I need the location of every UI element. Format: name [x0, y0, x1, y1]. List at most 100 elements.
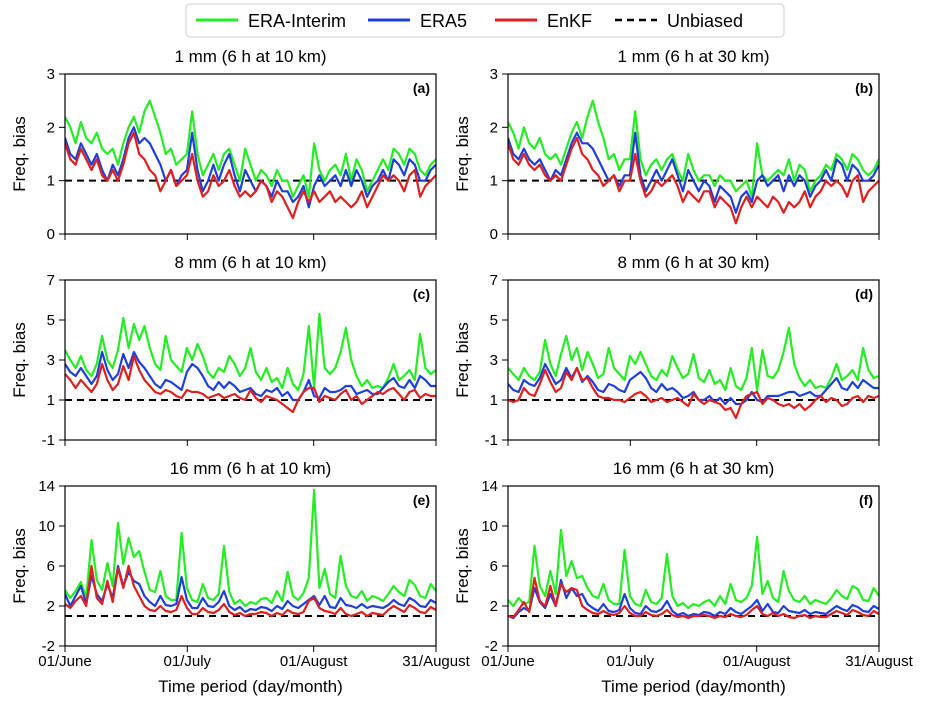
y-tick-label: -2 — [42, 638, 55, 655]
y-axis-label: Freq. bias — [453, 322, 472, 398]
series-line-era5 — [508, 131, 879, 214]
series-group — [65, 312, 436, 414]
y-tick-label: 2 — [490, 119, 498, 136]
series-group — [65, 99, 436, 220]
panel-title: 16 mm (6 h at 10 km) — [170, 459, 332, 478]
y-tick-label: 6 — [47, 558, 55, 575]
panel-title: 1 mm (6 h at 10 km) — [174, 47, 326, 66]
y-tick-label: 6 — [490, 558, 498, 575]
y-axis-label: Freq. bias — [453, 528, 472, 604]
legend-label-enkf: EnKF — [547, 11, 592, 31]
series-line-era5 — [65, 564, 436, 614]
legend-label-era5: ERA5 — [420, 11, 467, 31]
y-tick-label: 2 — [47, 119, 55, 136]
series-line-era-interim — [508, 528, 879, 610]
y-tick-label: 2 — [47, 598, 55, 615]
x-tick-label: 01/July — [164, 653, 212, 670]
series-line-era-interim — [508, 326, 879, 392]
series-line-enkf — [65, 354, 436, 414]
panel-letter: (d) — [855, 286, 873, 302]
panel-letter: (e) — [413, 492, 430, 508]
y-tick-label: 5 — [47, 312, 55, 329]
x-axis-label: Time period (day/month) — [601, 677, 786, 696]
panel-f: 16 mm (6 h at 30 km) Freq. bias -2 2 6 10 14 01… — [453, 459, 914, 696]
series-line-enkf — [65, 564, 436, 618]
y-tick-label: 1 — [47, 392, 55, 409]
y-tick-label: 14 — [38, 478, 55, 495]
y-tick-label: 1 — [490, 173, 498, 190]
plot-frame — [64, 485, 437, 647]
y-tick-label: 10 — [481, 518, 498, 535]
x-tick-label: 01/June — [481, 653, 534, 670]
panel-letter: (c) — [413, 286, 430, 302]
series-line-era-interim — [65, 99, 436, 198]
x-tick-label: 01/June — [38, 653, 91, 670]
y-axis-label: Freq. bias — [10, 116, 29, 192]
series-line-enkf — [508, 576, 879, 620]
x-tick-label: 01/July — [607, 653, 655, 670]
y-tick-label: 1 — [490, 392, 498, 409]
series-line-era-interim — [65, 488, 436, 608]
x-axis-label: Time period (day/month) — [158, 677, 343, 696]
panel-letter: (a) — [413, 80, 430, 96]
x-tick-label: 31/August — [845, 653, 913, 670]
plot-frame — [507, 73, 880, 235]
legend-label-unbiased: Unbiased — [667, 11, 743, 31]
series-line-era5 — [65, 126, 436, 209]
plot-frame — [507, 485, 880, 647]
legend-frame — [185, 3, 785, 38]
y-tick-label: 0 — [47, 226, 55, 243]
series-line-era5 — [508, 578, 879, 620]
series-line-era5 — [508, 362, 879, 406]
series-line-enkf — [508, 136, 879, 225]
y-tick-label: 5 — [490, 312, 498, 329]
y-tick-label: 3 — [490, 352, 498, 369]
panel-letter: (b) — [855, 80, 873, 96]
panel-c: 8 mm (6 h at 10 km) Freq. bias -1 1 3 5 7 (c) — [10, 253, 437, 449]
panel-title: 16 mm (6 h at 30 km) — [613, 459, 775, 478]
plot-frame — [507, 279, 880, 441]
legend-item-era5: ERA5 — [368, 11, 467, 31]
legend-item-unbiased: Unbiased — [615, 11, 743, 31]
panel-e: 16 mm (6 h at 10 km) Freq. bias -2 2 6 10 14 01… — [10, 459, 471, 696]
y-tick-label: 7 — [490, 272, 498, 289]
series-group — [508, 99, 879, 225]
series-line-enkf — [65, 131, 436, 220]
panel-title: 8 mm (6 h at 10 km) — [174, 253, 326, 272]
y-tick-label: 0 — [490, 226, 498, 243]
y-tick-label: 7 — [47, 272, 55, 289]
panel-a: 1 mm (6 h at 10 km) Freq. bias 0 1 2 3 (a) — [10, 47, 437, 243]
y-tick-label: 1 — [47, 173, 55, 190]
legend-label-era-interim: ERA-Interim — [248, 11, 346, 31]
x-tick-label: 01/August — [280, 653, 348, 670]
plot-frame — [64, 279, 437, 441]
legend-item-era-interim: ERA-Interim — [196, 11, 346, 31]
panel-b: 1 mm (6 h at 30 km) Freq. bias 0 1 2 3 (b) — [453, 47, 880, 243]
x-tick-label: 01/August — [723, 653, 791, 670]
series-group — [508, 326, 879, 420]
legend: ERA-Interim ERA5 EnKF Unbiased — [185, 3, 785, 38]
y-axis-label: Freq. bias — [10, 322, 29, 398]
series-group — [65, 488, 436, 618]
series-group — [508, 528, 879, 620]
panel-letter: (f) — [859, 492, 873, 508]
series-line-era-interim — [65, 312, 436, 392]
legend-item-enkf: EnKF — [495, 11, 592, 31]
panel-title: 1 mm (6 h at 30 km) — [617, 47, 769, 66]
x-tick-label: 31/August — [402, 653, 470, 670]
y-tick-label: 14 — [481, 478, 498, 495]
series-line-era-interim — [508, 99, 879, 198]
panel-title: 8 mm (6 h at 30 km) — [617, 253, 769, 272]
series-line-enkf — [508, 366, 879, 420]
y-tick-label: 3 — [47, 66, 55, 83]
plot-frame — [64, 73, 437, 235]
y-tick-label: 2 — [490, 598, 498, 615]
y-tick-label: 10 — [38, 518, 55, 535]
y-tick-label: -2 — [485, 638, 498, 655]
y-tick-label: -1 — [485, 432, 498, 449]
y-axis-label: Freq. bias — [10, 528, 29, 604]
y-tick-label: 3 — [47, 352, 55, 369]
y-tick-label: 3 — [490, 66, 498, 83]
